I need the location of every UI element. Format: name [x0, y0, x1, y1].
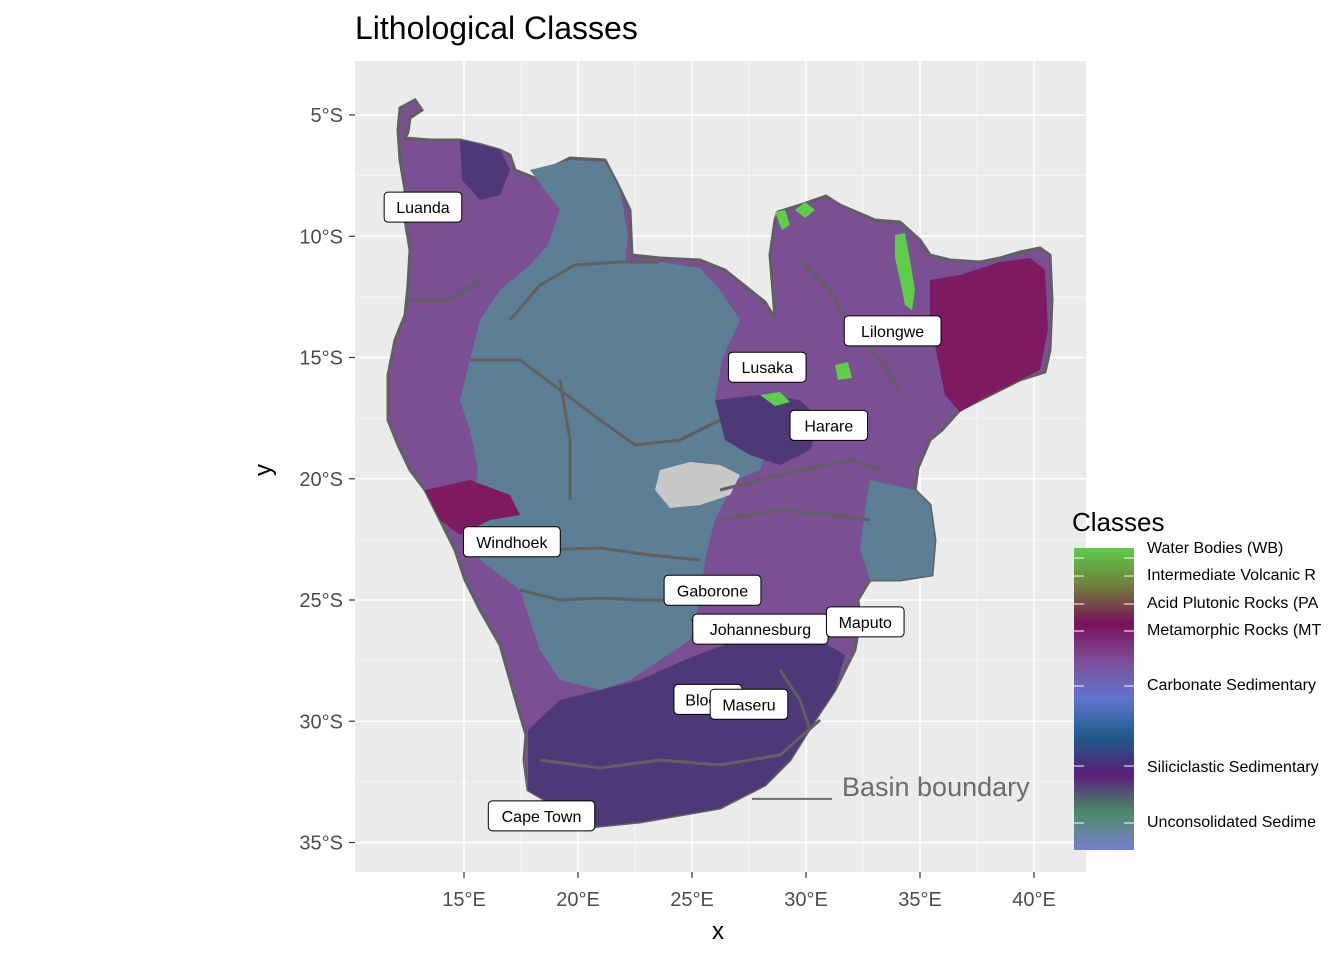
x-tick-label: 30°E: [784, 889, 828, 911]
city-label: Maputo: [825, 606, 905, 638]
city-label: Johannesburg: [692, 613, 829, 645]
city-label-text: Windhoek: [476, 535, 548, 552]
legend-item-label: Unconsolidated Sedime: [1147, 814, 1316, 831]
region-unconsolidated-coast: [860, 480, 935, 580]
legend-color-bar: [1074, 548, 1134, 850]
basin-boundary-line: [719, 458, 881, 492]
y-tick-label: 10°S: [299, 226, 343, 248]
lake-north: [795, 202, 815, 218]
basin-boundary-line: [410, 278, 481, 302]
city-label: Lusaka: [727, 351, 807, 383]
city-label: Luanda: [383, 191, 463, 223]
city-label-box: [462, 526, 561, 558]
y-axis-title: y: [250, 464, 277, 476]
lake-mweru: [775, 210, 790, 230]
city-label-box: [825, 606, 905, 638]
city-label: Windhoek: [462, 526, 561, 558]
city-label: Maseru: [709, 688, 789, 720]
y-tick-label: 35°S: [299, 833, 343, 855]
lake-malawi: [895, 233, 915, 310]
basin-boundary-line: [519, 588, 700, 602]
city-label-box: [709, 688, 789, 720]
city-label-box: [383, 191, 463, 223]
region-siliciclastic-south: [528, 632, 845, 828]
city-label-box: [727, 351, 807, 383]
x-tick-label: 35°E: [898, 889, 942, 911]
basin-boundary-line: [508, 260, 660, 321]
city-label-text: Lilongwe: [861, 324, 924, 341]
city-label-text: Lusaka: [741, 360, 793, 377]
region-plutonic-namibia: [425, 480, 520, 535]
region-siliciclastic-angola: [460, 140, 510, 200]
region-plutonic-east: [930, 258, 1048, 412]
x-tick-label: 20°E: [556, 889, 600, 911]
city-label-text: Johannesburg: [710, 622, 811, 639]
y-tick-label: 5°S: [311, 105, 343, 127]
x-tick-label: 40°E: [1012, 889, 1056, 911]
basin-boundary-line: [539, 718, 821, 770]
region-unconsolidated-central: [460, 160, 770, 690]
basin-boundary-line: [719, 508, 871, 522]
y-tick-label: 15°S: [299, 348, 343, 370]
city-label-text: Cape Town: [502, 809, 582, 826]
legend-title: Classes: [1072, 507, 1165, 537]
y-tick-label: 30°S: [299, 711, 343, 733]
basin-boundary-line: [470, 358, 721, 447]
city-label-box: [487, 800, 596, 832]
city-label: Lilongwe: [843, 315, 942, 347]
x-tick-label: 15°E: [442, 889, 486, 911]
city-label-box: [663, 574, 762, 606]
city-label: Cape Town: [487, 800, 596, 832]
city-label-text: Luanda: [396, 200, 449, 217]
x-axis-title: x: [712, 918, 724, 945]
y-tick-label: 25°S: [299, 590, 343, 612]
x-tick-label: 25°E: [670, 889, 714, 911]
lake-kariba: [760, 392, 790, 406]
legend-item-label: Carbonate Sedimentary: [1147, 677, 1316, 694]
legend-item-label: Metamorphic Rocks (MT: [1147, 622, 1322, 639]
city-label-box: [843, 315, 942, 347]
city-label-text: Maputo: [839, 615, 892, 632]
city-label-text: Maseru: [722, 697, 775, 714]
legend-item-label: Intermediate Volcanic R: [1147, 567, 1316, 584]
map-title: Lithological Classes: [355, 10, 638, 46]
city-label-text: Gaborone: [677, 583, 748, 600]
legend-item-label: Siliciclastic Sedimentary: [1147, 759, 1319, 776]
y-tick-label: 20°S: [299, 469, 343, 491]
legend-item-label: Acid Plutonic Rocks (PA: [1147, 595, 1319, 612]
basin-boundary-label: Basin boundary: [842, 772, 1030, 802]
city-label-box: [789, 409, 869, 441]
legend-item-label: Water Bodies (WB): [1147, 540, 1284, 557]
city-label-text: Harare: [804, 418, 853, 435]
lake-cahora: [835, 362, 852, 380]
city-label: Gaborone: [663, 574, 762, 606]
legend-gradient: [1074, 548, 1134, 850]
salt-pan: [655, 462, 740, 508]
city-label: Harare: [789, 409, 869, 441]
basin-boundary-line: [778, 669, 812, 731]
basin-boundary-line: [558, 379, 572, 500]
